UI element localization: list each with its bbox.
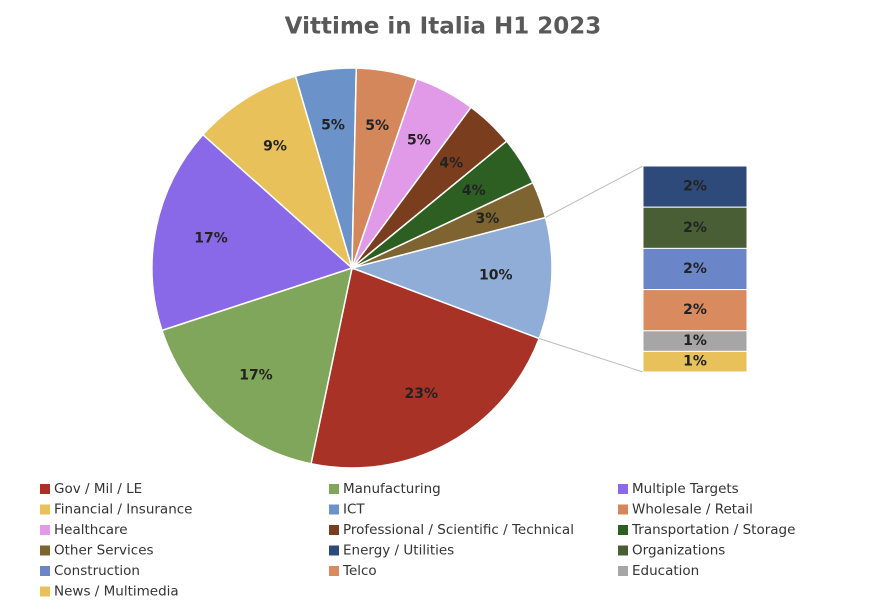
- data-label: 1%: [683, 333, 707, 349]
- legend-label: Wholesale / Retail: [632, 502, 753, 518]
- data-label: 5%: [407, 133, 431, 149]
- data-label: 5%: [365, 118, 389, 134]
- connector: [545, 165, 644, 218]
- legend-label: Education: [632, 563, 699, 579]
- pie-slice: [161, 266, 354, 465]
- data-label: 5%: [321, 117, 345, 133]
- legend-swatch: [618, 525, 628, 535]
- data-label: 17%: [194, 230, 228, 246]
- connector: [539, 338, 644, 373]
- legend-label: Manufacturing: [343, 481, 441, 497]
- bar-segment: [642, 206, 748, 249]
- pie-slice: [310, 266, 541, 469]
- legend-swatch: [329, 525, 339, 535]
- data-label: 3%: [475, 211, 499, 227]
- legend-swatch: [40, 545, 50, 556]
- legend-label: Organizations: [632, 543, 725, 559]
- pie-slice: [201, 75, 354, 271]
- legend-label: Telco: [342, 563, 377, 579]
- legend-label: Other Services: [54, 543, 154, 559]
- legend-swatch: [329, 484, 339, 494]
- legend-swatch: [618, 484, 628, 494]
- legend-label: ICT: [343, 502, 365, 518]
- data-label: 4%: [439, 156, 463, 172]
- data-label: 23%: [405, 386, 439, 402]
- legend-label: Construction: [54, 563, 140, 579]
- legend-label: Multiple Targets: [632, 481, 739, 497]
- legend-swatch: [40, 586, 50, 597]
- legend-label: Healthcare: [54, 522, 128, 538]
- legend-swatch: [329, 504, 339, 515]
- legend-swatch: [618, 545, 628, 556]
- data-label: 2%: [683, 261, 707, 277]
- data-label: 2%: [683, 302, 707, 318]
- legend-label: Transportation / Storage: [631, 522, 795, 538]
- bar-segment: [642, 165, 748, 208]
- legend-swatch: [40, 566, 50, 576]
- data-label: 4%: [462, 183, 486, 199]
- bar-segment: [642, 350, 748, 373]
- legend-swatch: [40, 484, 50, 494]
- data-label: 2%: [683, 220, 707, 236]
- legend-swatch: [618, 504, 628, 515]
- legend-swatch: [329, 545, 339, 556]
- pie-slice: [349, 216, 553, 340]
- legend-label: Energy / Utilities: [343, 543, 454, 559]
- legend-label: Gov / Mil / LE: [54, 481, 142, 497]
- pie-slice: [151, 133, 354, 332]
- legend-label: Financial / Insurance: [54, 502, 192, 518]
- legend-swatch: [40, 504, 50, 515]
- data-label: 2%: [683, 179, 707, 195]
- legend-label: Professional / Scientific / Technical: [343, 522, 574, 538]
- data-label: 17%: [239, 367, 273, 383]
- legend-swatch: [40, 525, 50, 535]
- bar-segment: [642, 247, 748, 291]
- data-label: 1%: [683, 354, 707, 370]
- legend-swatch: [329, 566, 339, 576]
- data-label: 10%: [479, 268, 513, 284]
- bar-segment: [642, 289, 748, 332]
- legend-swatch: [618, 566, 628, 576]
- data-label: 9%: [263, 138, 287, 154]
- legend-label: News / Multimedia: [54, 584, 179, 600]
- chart-title: Vittime in Italia H1 2023: [285, 14, 602, 40]
